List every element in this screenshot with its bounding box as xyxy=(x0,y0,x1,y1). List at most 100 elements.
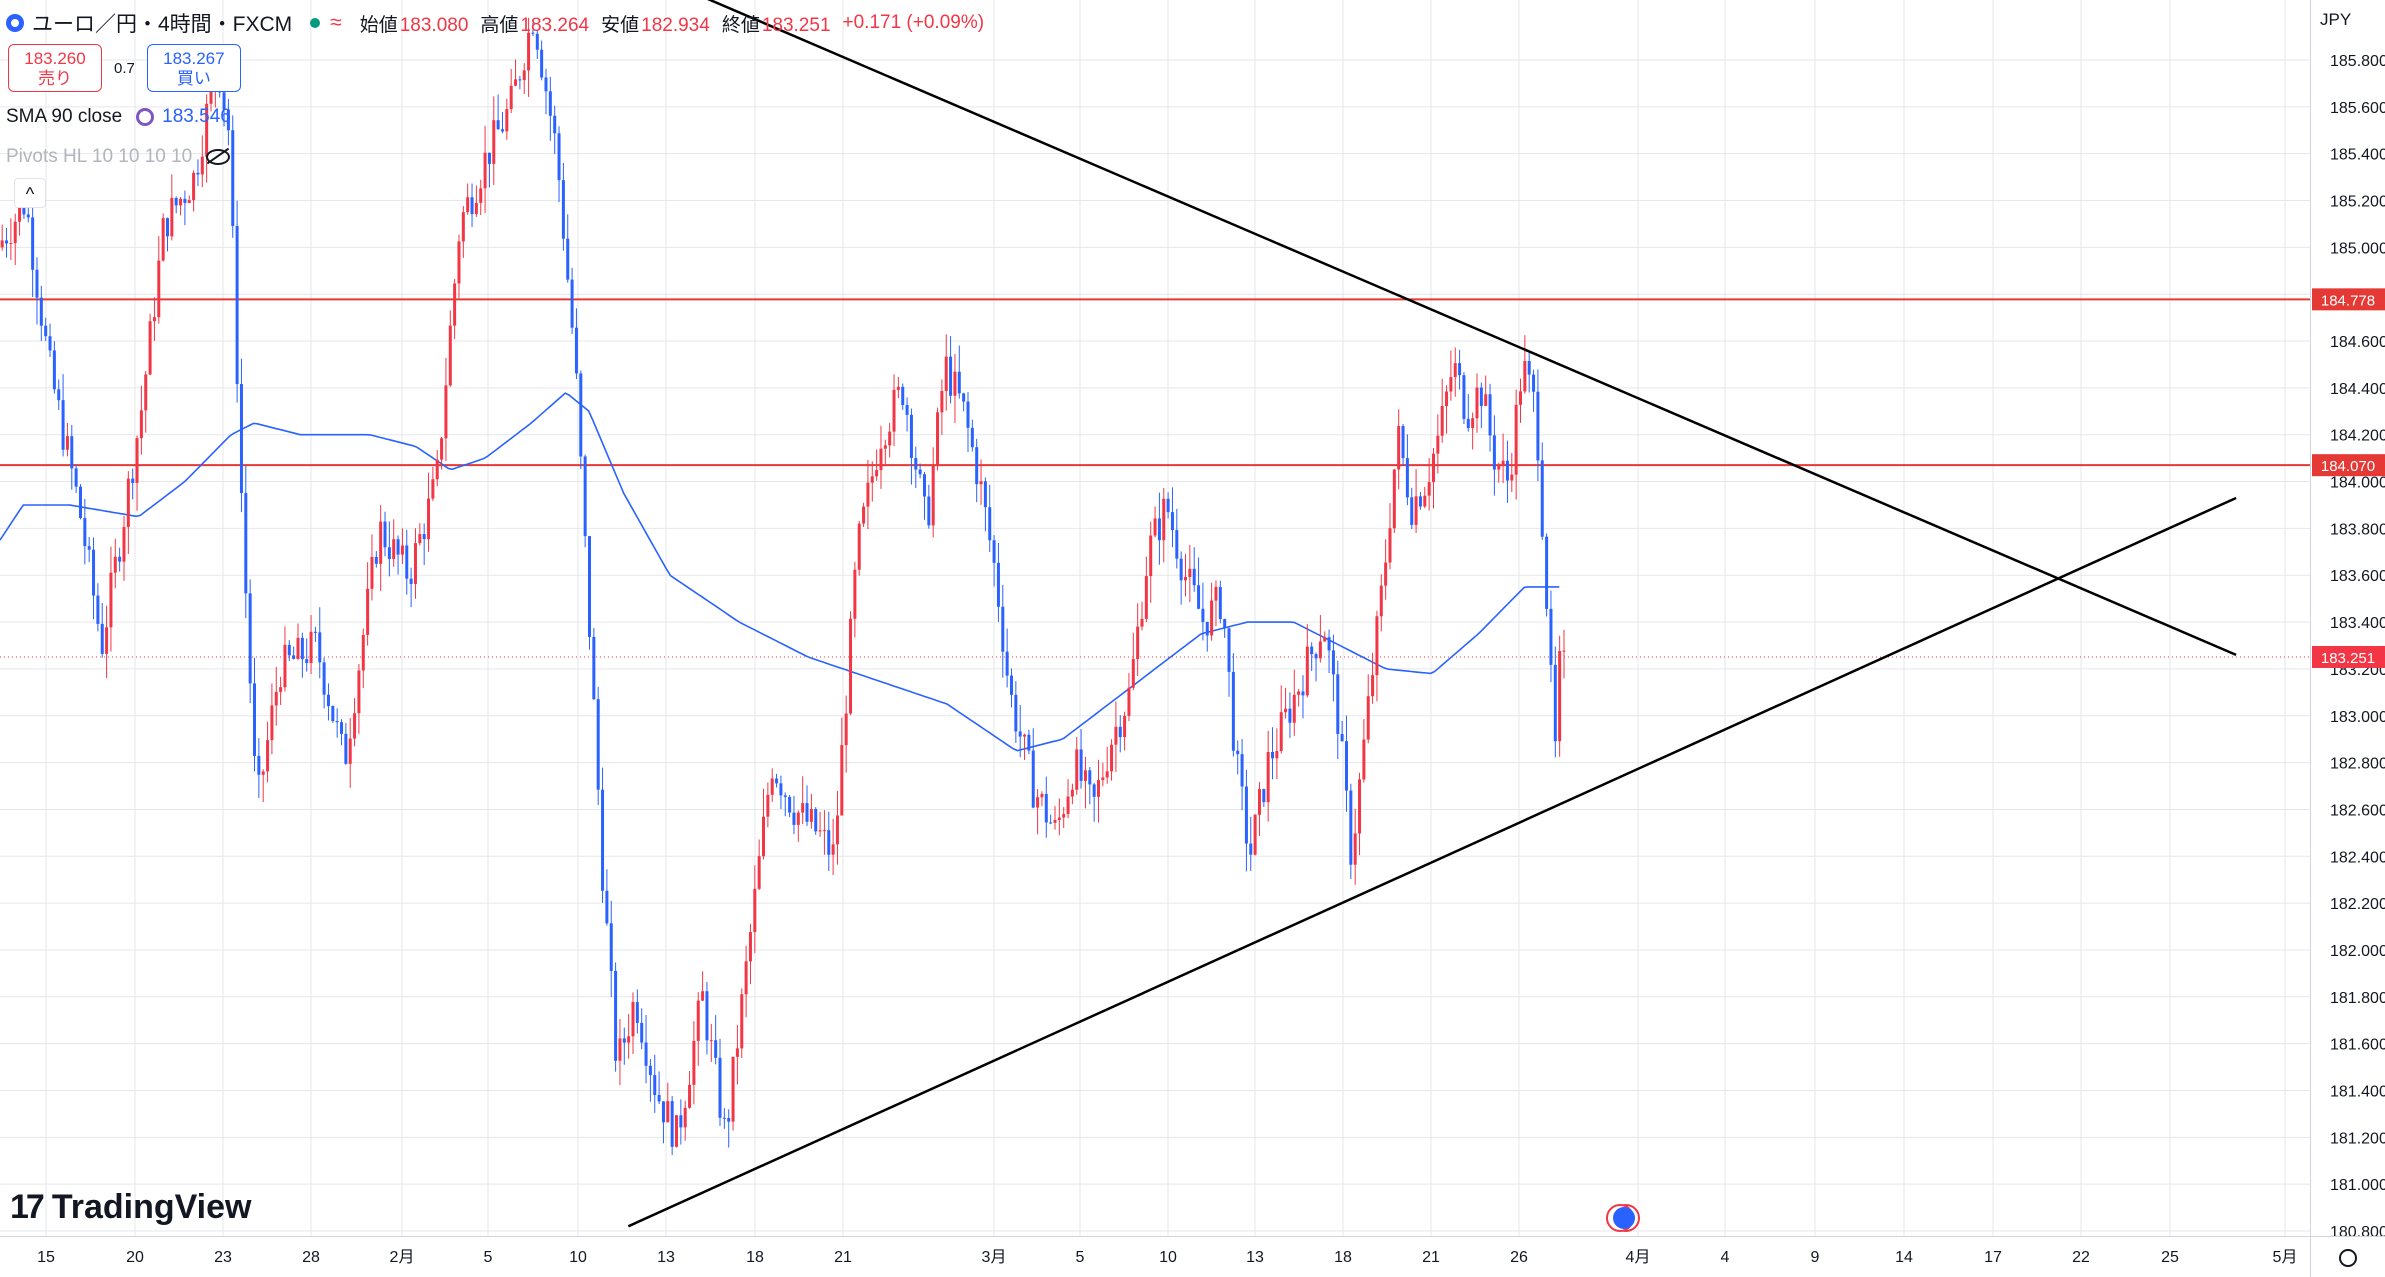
candle-body xyxy=(1392,469,1396,529)
logo-text: TradingView xyxy=(51,1188,252,1226)
trendline-lower[interactable] xyxy=(627,496,2237,1228)
time-tick-label: 14 xyxy=(1895,1249,1913,1266)
candle-body xyxy=(1005,651,1009,676)
candle-body xyxy=(1305,646,1309,696)
candle-body xyxy=(875,470,879,477)
candle-body xyxy=(1062,814,1066,818)
settings-gear-icon[interactable] xyxy=(2339,1249,2357,1267)
candle-body xyxy=(914,457,918,470)
candle-body xyxy=(1040,793,1044,798)
candle-body xyxy=(1210,600,1214,636)
horizontal-levels[interactable] xyxy=(0,298,2310,658)
candle-body xyxy=(222,92,226,110)
pivots-indicator-legend[interactable]: Pivots HL 10 10 10 10 xyxy=(6,146,231,168)
price-tick-label: 182.200 xyxy=(2330,896,2385,913)
candle-body xyxy=(1288,708,1292,723)
candle-body xyxy=(1266,751,1270,803)
trendline-upper[interactable] xyxy=(670,0,2237,657)
price-tick-label: 183.800 xyxy=(2330,521,2385,538)
candle-body xyxy=(514,79,518,86)
currency-label[interactable]: JPY xyxy=(2320,10,2352,29)
candle-body xyxy=(531,32,535,34)
candle-body xyxy=(1366,696,1370,740)
price-tick-label: 183.000 xyxy=(2330,709,2385,726)
candle-body xyxy=(1371,675,1375,697)
candle-body xyxy=(714,1040,718,1058)
candle-body xyxy=(579,373,583,457)
collapse-legend-button[interactable]: ^ xyxy=(14,178,46,208)
candle-body xyxy=(309,631,313,664)
price-axis[interactable]: 185.800185.600185.400185.200185.000184.8… xyxy=(2310,0,2385,1277)
candle-body xyxy=(888,431,892,446)
time-tick-label: 17 xyxy=(1984,1249,2002,1266)
time-tick-label: 18 xyxy=(746,1249,764,1266)
level-price-label: 184.778 xyxy=(2321,292,2375,309)
candle-body xyxy=(31,217,35,270)
candle-body xyxy=(853,569,857,619)
candle-body xyxy=(1244,786,1248,844)
candle-body xyxy=(635,1002,639,1023)
time-axis[interactable]: 15 20 23 28 2月 5 10 13 18 21 3月 5 10 13 18 21 26 4月 4 9 14 17… xyxy=(0,1236,2385,1267)
buy-button[interactable]: 183.267 買い xyxy=(146,44,241,92)
candle-body xyxy=(422,534,426,540)
candle-body xyxy=(718,1057,722,1118)
candle-body xyxy=(1479,387,1483,406)
candle-body xyxy=(1240,754,1244,787)
time-tick-label: 23 xyxy=(214,1249,232,1266)
candle-body xyxy=(1083,770,1087,781)
time-tick-label: 3月 xyxy=(982,1249,1007,1266)
candle-body xyxy=(809,808,813,822)
trade-buttons: 183.260 売り 0.7 183.267 買い xyxy=(8,44,241,92)
candle-body xyxy=(918,469,922,475)
candle-body xyxy=(1501,460,1505,466)
candle-body xyxy=(731,1056,735,1122)
hidden-eye-icon[interactable] xyxy=(206,149,231,165)
tradingview-logo[interactable]: 17 TradingView xyxy=(10,1188,251,1227)
candle-body xyxy=(1301,691,1305,696)
candle-body xyxy=(1388,528,1392,563)
sell-button[interactable]: 183.260 売り xyxy=(8,44,102,92)
symbol-title[interactable]: ユーロ／円・4時間・FXCM xyxy=(32,13,293,36)
candle-body xyxy=(1344,741,1348,791)
candle-body xyxy=(905,404,909,415)
price-tick-label: 185.800 xyxy=(2330,53,2385,70)
candle-body xyxy=(535,33,539,50)
candle-body xyxy=(1379,585,1383,617)
event-markers[interactable] xyxy=(1606,1204,1640,1232)
sma-indicator-legend[interactable]: SMA 90 close 183.546 xyxy=(6,106,231,128)
candle-body xyxy=(392,539,396,559)
candle-body xyxy=(744,961,748,995)
time-tick-label: 18 xyxy=(1334,1249,1352,1266)
candle-body xyxy=(844,713,848,746)
price-tick-label: 181.800 xyxy=(2330,990,2385,1007)
time-tick-label: 9 xyxy=(1811,1249,1820,1266)
candle-body xyxy=(183,198,187,203)
candle-body xyxy=(1488,394,1492,436)
candle-body xyxy=(131,478,135,483)
candle-body xyxy=(139,410,143,439)
event-marker-icon[interactable] xyxy=(1613,1207,1635,1229)
candle-body xyxy=(748,932,752,962)
candle-body xyxy=(313,631,317,633)
candle-body xyxy=(78,486,82,519)
candle-body xyxy=(126,478,130,528)
trendlines[interactable] xyxy=(627,0,2237,1228)
price-tick-label: 182.600 xyxy=(2330,802,2385,819)
candle-body xyxy=(0,240,4,248)
candle-body xyxy=(35,269,39,298)
candle-body xyxy=(1027,734,1031,751)
chart-grid xyxy=(0,0,2310,1236)
candle-body xyxy=(692,1040,696,1085)
candle-body xyxy=(1197,585,1201,609)
candle-body xyxy=(1484,394,1488,406)
candle-body xyxy=(248,593,252,684)
candle-body xyxy=(801,803,805,813)
approx-icon: ≈ xyxy=(330,11,342,34)
candle-body xyxy=(1471,418,1475,428)
candle-body xyxy=(953,371,957,396)
candle-body xyxy=(901,386,905,405)
candle-body xyxy=(1079,749,1083,781)
candle-body xyxy=(1527,360,1531,375)
candle-body xyxy=(461,212,465,242)
